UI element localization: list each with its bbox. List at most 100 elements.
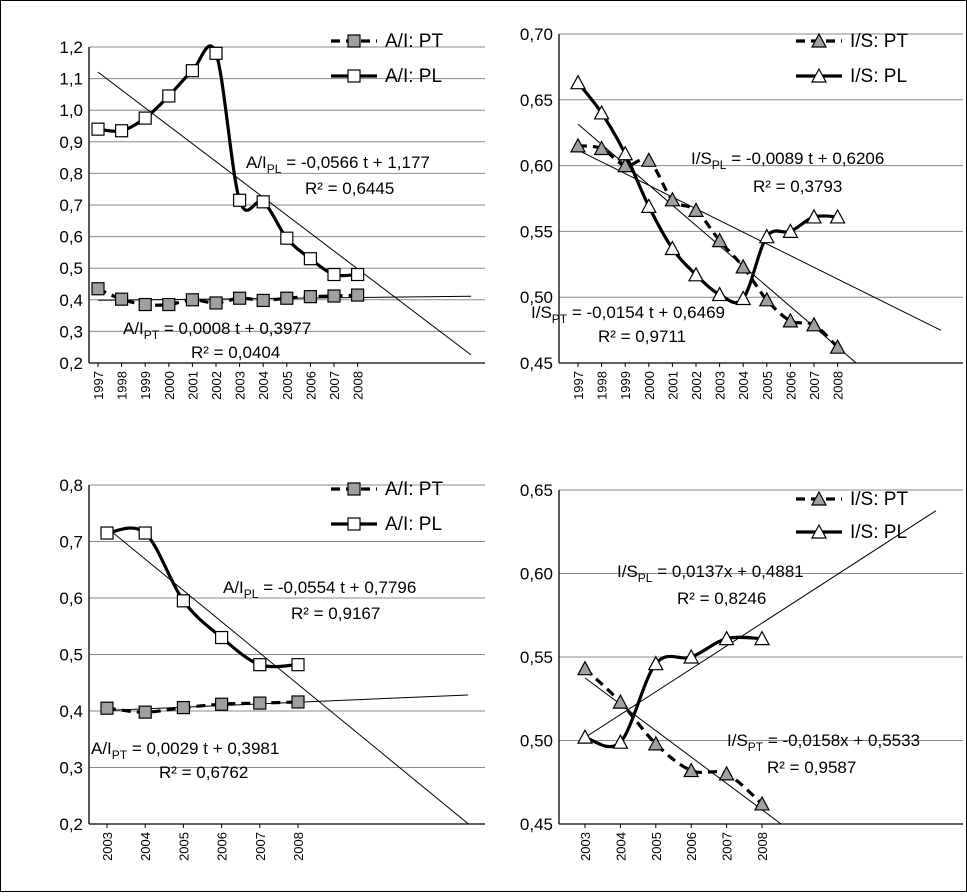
y-tick-label: 0,7 (59, 196, 83, 215)
data-point (215, 630, 229, 645)
data-point (114, 124, 129, 138)
x-tick-label: 1997 (91, 371, 106, 400)
data-point (612, 693, 629, 709)
r-squared: R² = 0,9587 (767, 758, 856, 777)
x-tick-label: 1998 (115, 371, 130, 400)
x-tick-label: 2004 (613, 832, 628, 861)
y-tick-label: 0,8 (59, 164, 83, 183)
data-point (303, 290, 317, 304)
legend-marker (810, 490, 828, 506)
x-tick-label: 2002 (689, 371, 704, 400)
data-point (687, 202, 705, 217)
x-tick-label: 2005 (176, 832, 191, 861)
r-squared: R² = 0,9711 (598, 327, 686, 346)
chart-3: 0,2 0,3 0,4 0,5 0,6 0,7 0,8 2003 2004 2005 2006 200… (59, 476, 485, 861)
data-point (138, 297, 152, 312)
y-tick-label: 0,3 (59, 322, 83, 341)
y-tick-label: 0,4 (59, 291, 83, 310)
x-tick-label: 2008 (755, 832, 770, 861)
x-tick-label: 1997 (571, 371, 586, 400)
data-point (138, 111, 152, 125)
data-point (176, 594, 190, 608)
y-tick-label: 0,65 (520, 91, 553, 110)
y-tick-label: 0,70 (520, 25, 553, 44)
y-tick-label: 1,2 (59, 38, 83, 57)
data-point (683, 762, 700, 778)
x-tick-label: 2008 (351, 371, 366, 400)
data-point (647, 735, 664, 751)
data-point (280, 231, 294, 245)
x-tick-label: 2002 (209, 371, 224, 400)
data-point (327, 267, 341, 282)
data-point (100, 526, 114, 540)
y-tick-label: 0,60 (520, 157, 553, 176)
data-point (758, 228, 775, 244)
data-point (233, 291, 247, 305)
legend-marker (347, 69, 361, 83)
data-point (233, 193, 247, 207)
data-point (209, 46, 223, 60)
y-tick-label: 0,4 (59, 702, 83, 721)
trendline (577, 123, 857, 363)
data-point (829, 338, 846, 354)
legend-marker (810, 523, 828, 539)
data-point (91, 282, 105, 296)
r-squared: R² = 0,0404 (191, 343, 280, 362)
x-tick-label: 2001 (185, 371, 200, 400)
data-point (162, 297, 176, 312)
data-point (209, 296, 223, 310)
data-point (711, 232, 728, 248)
data-point (215, 697, 229, 711)
legend-label: I/S: PL (850, 66, 907, 87)
data-point (185, 64, 199, 78)
y-tick-label: 0,60 (520, 565, 553, 584)
r-squared: R² = 0,6445 (305, 179, 394, 198)
r-squared: R² = 0,9167 (291, 604, 380, 623)
data-point (291, 695, 305, 709)
x-tick-label: 2000 (162, 371, 177, 400)
data-point (114, 292, 129, 306)
data-point (327, 289, 341, 303)
data-point (647, 655, 664, 671)
y-tick-label: 0,5 (59, 259, 83, 278)
y-tick-label: 1,0 (59, 101, 83, 120)
data-point (593, 104, 610, 120)
r-squared: R² = 0,6762 (159, 763, 248, 782)
data-point (782, 312, 799, 328)
data-point (176, 701, 190, 715)
x-tick-label: 2005 (649, 832, 664, 861)
y-tick-label: 0,65 (520, 481, 553, 500)
y-tick-label: 0,9 (59, 133, 83, 152)
x-tick-label: 2008 (291, 832, 306, 861)
legend-marker (810, 67, 828, 83)
x-tick-label: 2005 (760, 371, 775, 400)
y-tick-label: 0,8 (59, 476, 83, 495)
legend-marker (347, 482, 361, 496)
trend-equation: I/SPL = 0,0137x + 0,4881 (617, 562, 804, 585)
legend-label: I/S: PL (850, 522, 907, 543)
data-point (351, 267, 365, 282)
data-point (280, 291, 294, 305)
series-line (106, 526, 299, 669)
data-point (91, 122, 105, 136)
data-point (100, 701, 114, 715)
data-point (138, 705, 152, 719)
data-point (683, 648, 700, 664)
data-point (640, 198, 657, 213)
data-point (185, 293, 199, 307)
x-tick-label: 1998 (595, 371, 610, 400)
data-point (291, 658, 305, 672)
data-point (253, 696, 267, 710)
y-tick-label: 0,55 (520, 222, 553, 241)
x-tick-label: 2000 (642, 371, 657, 400)
x-tick-label: 2003 (233, 371, 248, 400)
x-tick-label: 2006 (215, 832, 230, 861)
legend-marker (810, 32, 828, 48)
data-point (138, 526, 152, 540)
y-tick-label: 0,45 (520, 354, 553, 373)
legend-label: A/I: PL (385, 66, 442, 87)
r-squared: R² = 0,8246 (677, 589, 766, 608)
x-tick-label: 2003 (578, 832, 593, 861)
series-line (97, 287, 358, 307)
